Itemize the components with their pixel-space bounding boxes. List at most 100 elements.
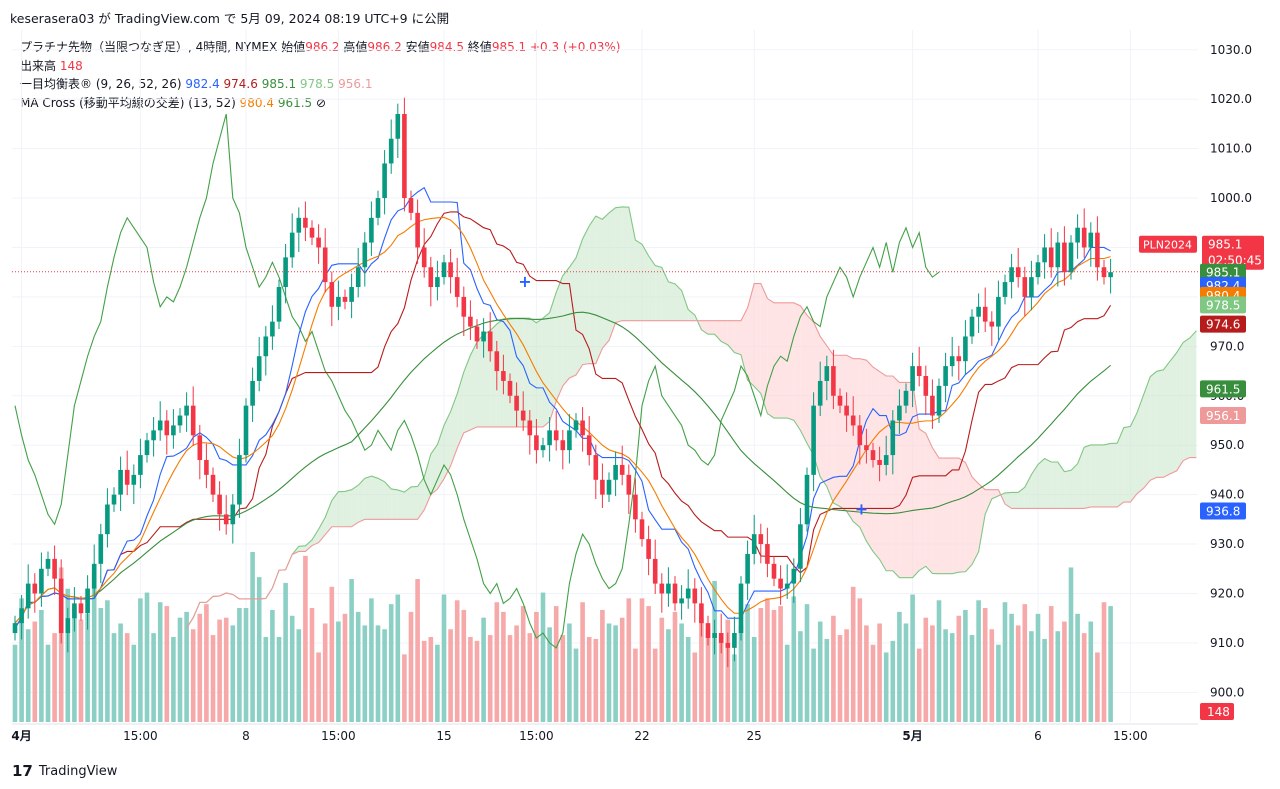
low-label: 安値 [405,40,430,54]
candle-body [210,474,216,495]
candle-body [527,420,533,436]
volume-bar [39,609,44,722]
time-tick-label: 4月 [11,729,31,743]
candle-body [263,336,269,357]
candle-body [751,534,757,554]
candle-body [408,198,414,213]
volume-bar [514,625,519,722]
cloud-segment [767,298,774,419]
volume-bar [283,582,288,722]
cloud-segment [1011,492,1019,509]
candle-body [580,420,585,436]
volume-bar [375,625,381,722]
candle-body [936,385,942,416]
time-tick-label: 6 [1034,729,1042,743]
candle-body [45,558,51,569]
cloud-segment [978,483,986,552]
candle-body [844,405,849,416]
candle-body [639,519,645,540]
candle-body [468,316,473,327]
legend-ichimoku-row[interactable]: 一目均衡表® (9, 26, 52, 26) 982.4 974.6 985.1… [20,75,621,94]
tradingview-logo-icon: 𝟭𝟳 [12,762,33,780]
volume-bar [1015,625,1021,722]
volume-bar [369,598,374,722]
candle-body [1015,267,1021,278]
volume-bar [78,619,84,722]
candle-body [712,633,717,638]
cloud-segment [503,318,510,427]
cloud-segment [721,320,728,345]
volume-bar [560,635,566,722]
candle-body [362,242,368,268]
cloud-segment [972,476,979,565]
cloud-segment [886,376,893,571]
price-badge-bg [1200,263,1246,281]
hidden-icon[interactable]: ⊘ [316,95,327,110]
volume-bar [976,600,981,722]
volume-bar [969,635,975,722]
cloud-segment [622,206,629,321]
candle-body [520,410,526,421]
volume-bar [751,637,757,722]
volume-bar [1022,604,1028,722]
volume-bar [322,623,328,722]
candle-body [956,356,962,362]
volume-bar [936,600,942,722]
cloud-segment [628,207,636,321]
price-tick-label: 950.0 [1210,438,1244,452]
volume-bar [190,629,196,722]
cloud-segment [1005,492,1012,509]
volume-bar [250,552,255,722]
volume-bar [1055,631,1061,722]
candle-body [1009,267,1014,283]
volume-bar [540,592,546,722]
candle-body [765,544,770,564]
volume-bar [923,617,929,722]
volume-bar [996,644,1001,722]
footer-brand[interactable]: 𝟭𝟳 TradingView [12,762,117,780]
cloud-segment [912,382,920,578]
cloud-segment [668,281,675,321]
candle-body [771,563,777,579]
chikou-span-line [14,113,940,649]
candle-body [250,380,255,406]
candle-body [270,321,275,337]
time-tick-label: 8 [242,729,250,743]
price-tick-label: 900.0 [1210,685,1244,699]
candle-body [105,504,110,535]
symbol-name[interactable]: プラチナ先物（当限つなぎ足）, 4時間, NYMEX [20,40,278,54]
cloud-segment [1090,444,1098,507]
legend-volume-row[interactable]: 出来高 148 [20,57,621,76]
ma-cross-marker: + [518,272,531,291]
candle-body [382,163,387,199]
candle-body [454,277,460,297]
legend-symbol-row: プラチナ先物（当限つなぎ足）, 4時間, NYMEX 始値986.2 高値986… [20,38,621,57]
volume-badge-bg [1200,703,1234,720]
cloud-segment [1031,464,1038,509]
volume-bar [659,617,665,722]
candle-body [804,474,810,525]
volume-bar [679,623,684,722]
candle-body [375,198,381,218]
candle-body [72,603,77,619]
volume-bar [758,608,764,722]
candle-body [501,371,506,381]
volume-bar [124,633,130,722]
candle-body [989,321,995,327]
candle-body [679,598,684,604]
volume-bar [553,606,559,722]
cloud-segment [879,371,887,571]
volume-bar [388,604,394,722]
cloud-segment [450,393,458,466]
volume-bar [580,602,585,722]
candle-body [355,267,361,288]
cloud-segment [1130,412,1137,503]
volume-bar [171,637,176,722]
symbol-tag: PLN2024 [1143,239,1192,252]
volume-bar [144,592,150,722]
cloud-segment [1123,426,1131,503]
volume-bar [850,586,856,722]
candle-body [296,217,302,233]
volume-bar [520,606,526,722]
